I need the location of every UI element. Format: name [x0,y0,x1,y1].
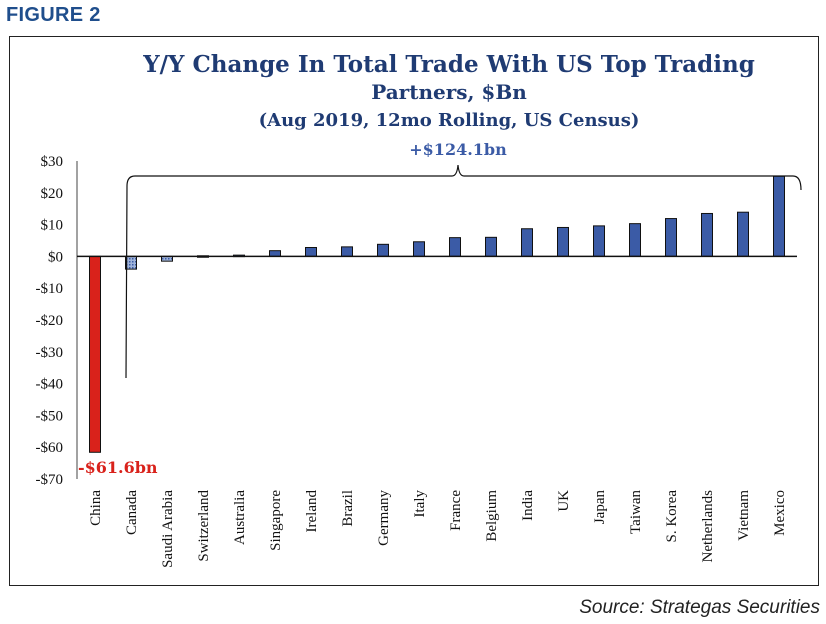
annotation-positive-total: +$124.1bn [409,140,507,159]
bar-ireland [305,246,317,257]
bar-vietnam [737,211,749,257]
x-tick-label: S. Korea [664,490,680,543]
chart-title-line-1: Y/Y Change In Total Trade With US Top Tr… [142,51,755,78]
bar-france [449,237,461,257]
bar-singapore [269,250,281,257]
bar-mexico [773,175,785,257]
x-tick-label: Canada [124,490,140,535]
y-tick-label: -$30 [36,345,64,361]
figure-label: FIGURE 2 [6,4,101,26]
bar-china [89,255,101,453]
bar-india [521,228,533,257]
annotation-china-value: -$61.6bn [78,458,158,477]
x-tick-label: Singapore [268,490,284,551]
bar-japan [593,225,605,257]
y-tick-label: -$70 [36,472,64,488]
y-tick-label: $0 [48,249,63,265]
x-tick-label: Germany [376,490,392,546]
x-tick-label: France [448,490,464,531]
x-tick-label: Brazil [340,490,356,527]
bar-s-korea [665,218,677,257]
x-tick-label: Belgium [484,490,500,542]
x-tick-label: Switzerland [196,490,212,562]
y-tick-label: -$20 [36,313,64,329]
y-tick-label: -$40 [36,377,64,393]
bar-taiwan [629,223,641,257]
bar-italy [413,241,425,257]
bar-germany [377,243,389,257]
chart-frame [9,36,819,586]
x-tick-label: China [88,490,104,526]
x-tick-label: Italy [412,490,428,518]
y-tick-label: $20 [41,186,64,202]
x-tick-label: Saudi Arabia [160,490,176,568]
y-tick-label: -$10 [36,281,64,297]
chart-title-line-2: Partners, $Bn [371,80,527,104]
y-tick-label: $30 [41,154,64,170]
x-tick-label: Taiwan [628,490,644,534]
bar-uk [557,226,569,257]
x-tick-label: Mexico [772,490,788,536]
bar-belgium [485,236,497,257]
source-note: Source: Strategas Securities [579,597,820,618]
y-tick-label: -$50 [36,408,64,424]
x-tick-label: India [520,490,536,521]
x-tick-label: Ireland [304,490,320,533]
x-tick-label: Australia [232,490,248,545]
x-tick-label: Japan [592,490,608,525]
y-tick-label: -$60 [36,440,64,456]
y-tick-label: $10 [41,218,64,234]
bar-netherlands [701,212,713,257]
x-tick-label: Netherlands [700,490,716,563]
x-tick-label: UK [556,490,572,512]
x-tick-label: Vietnam [736,490,752,541]
positive-bracket [125,164,802,379]
bar-brazil [341,246,353,257]
chart-subtitle: (Aug 2019, 12mo Rolling, US Census) [259,110,640,131]
